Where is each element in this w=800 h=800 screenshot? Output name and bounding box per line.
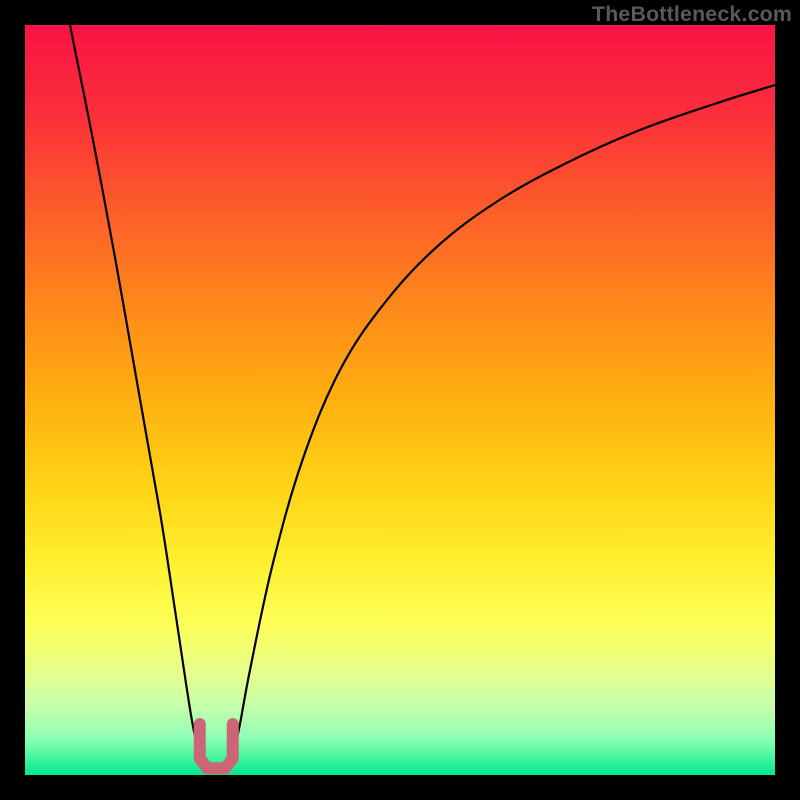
plot-area (25, 25, 775, 775)
watermark-text: TheBottleneck.com (592, 2, 792, 27)
curve-layer (25, 25, 775, 775)
bottom-u-marker (200, 724, 233, 768)
bottleneck-curve (70, 25, 775, 767)
